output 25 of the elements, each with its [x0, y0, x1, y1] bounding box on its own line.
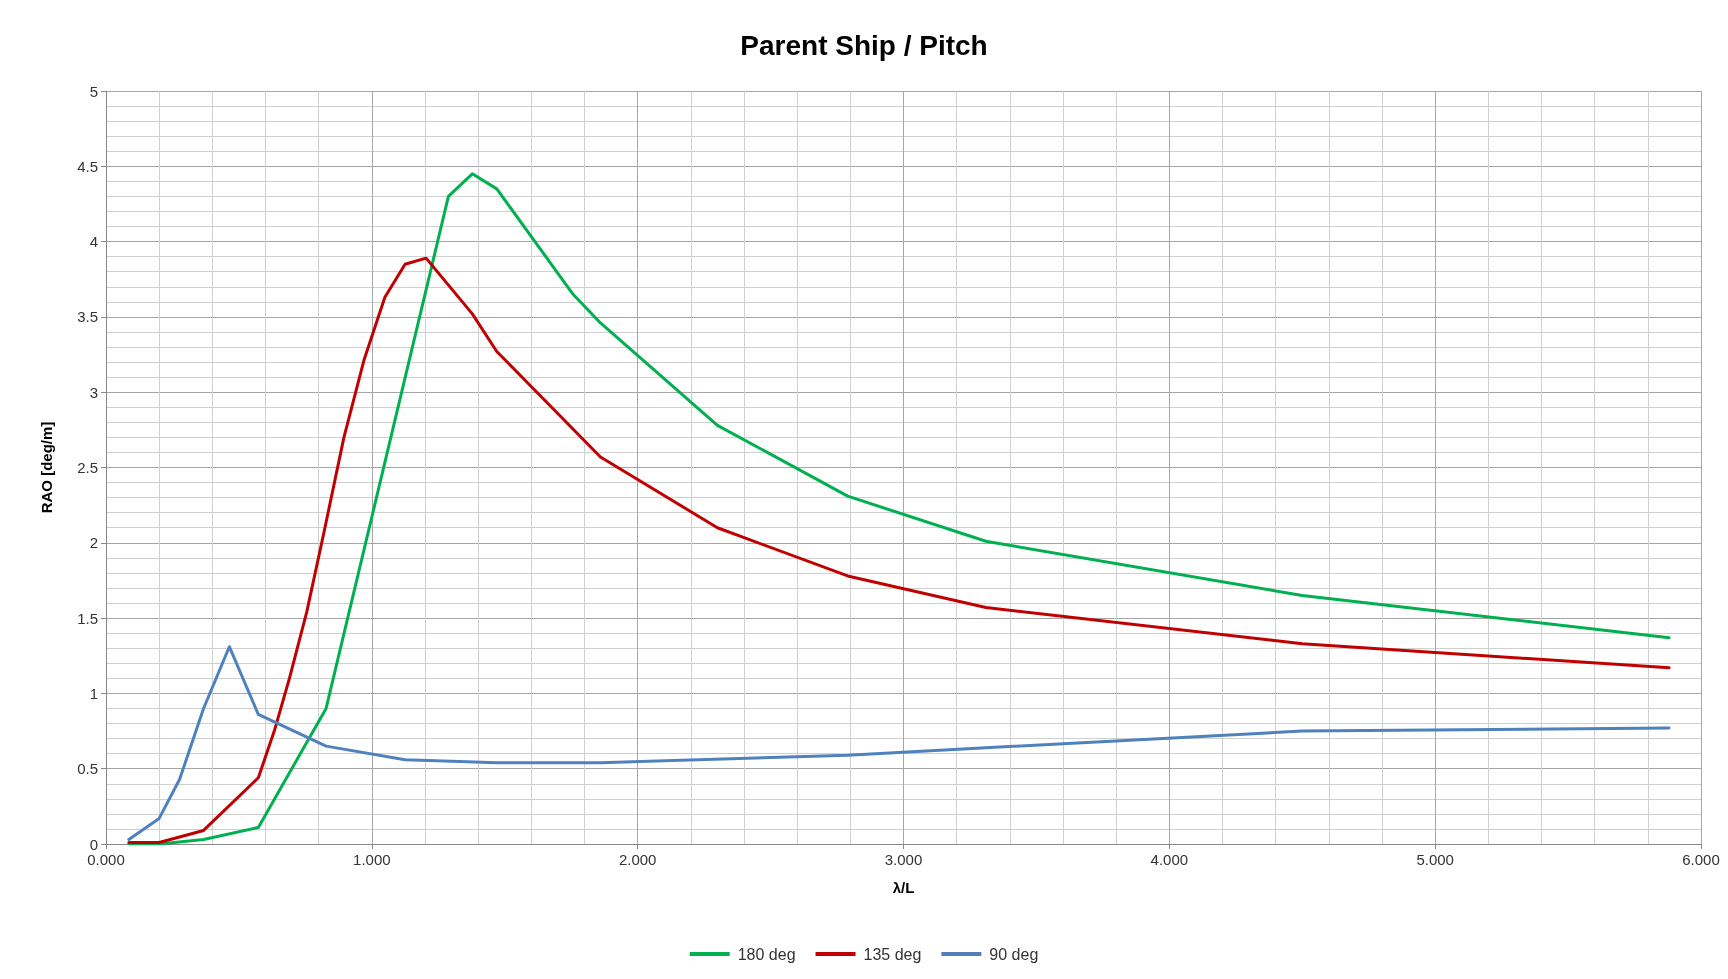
y-tick-label: 0.5	[77, 760, 98, 778]
y-tick-label: 0	[89, 835, 98, 853]
y-tick-label: 2	[89, 534, 98, 552]
x-tick-label: 2.000	[618, 851, 657, 868]
y-tick-label: 5	[89, 82, 98, 100]
legend-label: 180 deg	[737, 945, 796, 963]
y-axis-title: RAO [deg/m]	[38, 421, 55, 514]
line-series	[127, 645, 1671, 841]
y-tick-label: 4.5	[77, 157, 98, 175]
legend-label: 135 deg	[863, 945, 922, 963]
y-tick-label: 2.5	[77, 459, 98, 476]
y-tick-label: 3	[89, 383, 98, 401]
y-tick-label: 3.5	[77, 308, 98, 326]
x-tick-label: 1.000	[353, 851, 391, 868]
legend-label: 90 deg	[989, 945, 1039, 963]
x-tick-label: 6.000	[1682, 851, 1720, 868]
y-tick-label: 1.5	[77, 609, 98, 627]
y-tick-label: 4	[89, 233, 98, 251]
y-tick-label: 1	[89, 684, 98, 702]
x-tick-label: 5.000	[1416, 851, 1454, 868]
x-axis-title: λ/L	[892, 879, 915, 896]
chart-title: Parent Ship / Pitch	[740, 29, 988, 61]
x-tick-label: 3.000	[884, 851, 923, 868]
x-tick-label: 0.000	[87, 851, 125, 868]
x-tick-label: 4.000	[1150, 851, 1189, 868]
